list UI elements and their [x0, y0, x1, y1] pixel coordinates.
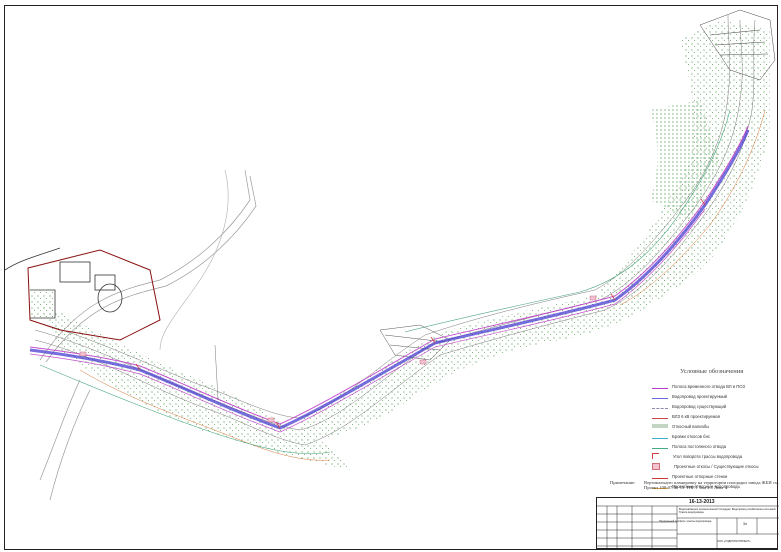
legend-item: Бровки откосов бнс — [652, 431, 780, 441]
plant-fill — [30, 290, 55, 318]
legend-label: Водопровод проектируемый — [672, 393, 728, 399]
legend-item: Угол поворота трассы водопровода — [652, 451, 780, 461]
title-block-project: Водоснабжение промышленной площадки. Вод… — [679, 508, 777, 514]
legend-swatch — [652, 424, 668, 428]
north-east-structure — [699, 9, 776, 81]
legend-swatch — [652, 473, 668, 479]
title-block-subtitle: Продольный профиль трассы водопровода — [659, 520, 712, 523]
legend-item: Водопровод существующий — [652, 401, 780, 411]
legend-list: Полоса временного отвода ВЛ и ПОЗ Водопро… — [652, 381, 780, 491]
legend-swatch — [652, 453, 659, 459]
legend-label: Проектные откосы / Существующие откосы — [674, 463, 759, 469]
title-block: 16-13-2013 Водоснабжение промышленной пл… — [596, 497, 779, 550]
legend-label: Угол поворота трассы водопровода — [673, 453, 743, 459]
legend-swatch — [652, 403, 668, 409]
legend-label: Водопровод существующий — [672, 403, 727, 409]
legend-item: Проектные откосы / Существующие откосы — [652, 461, 780, 471]
terrain-zone-north — [650, 100, 720, 220]
title-block-code: 16-13-2013 — [689, 499, 715, 505]
legend-swatch — [652, 433, 668, 439]
legend-label: Бровки откосов бнс — [672, 433, 710, 439]
legend-item: Проектные отпорные водопроводы — [652, 481, 780, 491]
terrain-zone-west — [40, 300, 350, 470]
legend-item: Полоса постоянного отвода — [652, 441, 780, 451]
legend-item: ВЛЗ 6 кВ проектируемая — [652, 411, 780, 421]
terrain-zone-east — [600, 20, 770, 305]
title-block-grid — [597, 505, 779, 550]
legend-label: ВЛЗ 6 кВ проектируемая — [672, 413, 720, 419]
legend-title: Условные обозначения — [680, 368, 744, 375]
legend-label: Полоса временного отвода ВЛ и ПОЗ — [672, 383, 746, 389]
legend-item: Полоса временного отвода ВЛ и ПОЗ — [652, 381, 780, 391]
legend-swatch — [652, 483, 668, 489]
river-outline — [159, 169, 229, 351]
note-label: Примечание: — [610, 480, 636, 485]
legend-label: Откосный валиобы — [672, 423, 710, 429]
legend-label: Проектные отпорные водопроводы — [672, 483, 741, 489]
title-block-sheet: 3л — [743, 522, 747, 526]
note-text: Вертикальную планировку на территории пл… — [644, 480, 779, 491]
title-block-organization: ООО «ГИДРОТЕХПРОЕКТ» — [717, 540, 751, 543]
turn-angle-markers — [135, 198, 706, 429]
legend-swatch — [652, 443, 668, 449]
legend-label: Полоса постоянного отвода — [672, 443, 727, 449]
allocation-strip — [29, 125, 749, 425]
legend-item: Водопровод проектируемый — [652, 391, 780, 401]
legend-label: Проектные отпорные стенки — [672, 473, 728, 479]
legend-swatch — [652, 383, 668, 389]
legend-item: Проектные отпорные стенки — [652, 471, 780, 481]
drawing-frame — [4, 5, 778, 550]
terrain-zone-middle — [300, 250, 700, 440]
legend-swatch — [652, 462, 660, 470]
legend-swatch — [652, 393, 668, 399]
legend-item: Откосный валиобы — [652, 421, 780, 431]
legend: Условные обозначения Полоса временного о… — [652, 368, 780, 491]
legend-swatch — [652, 413, 668, 419]
